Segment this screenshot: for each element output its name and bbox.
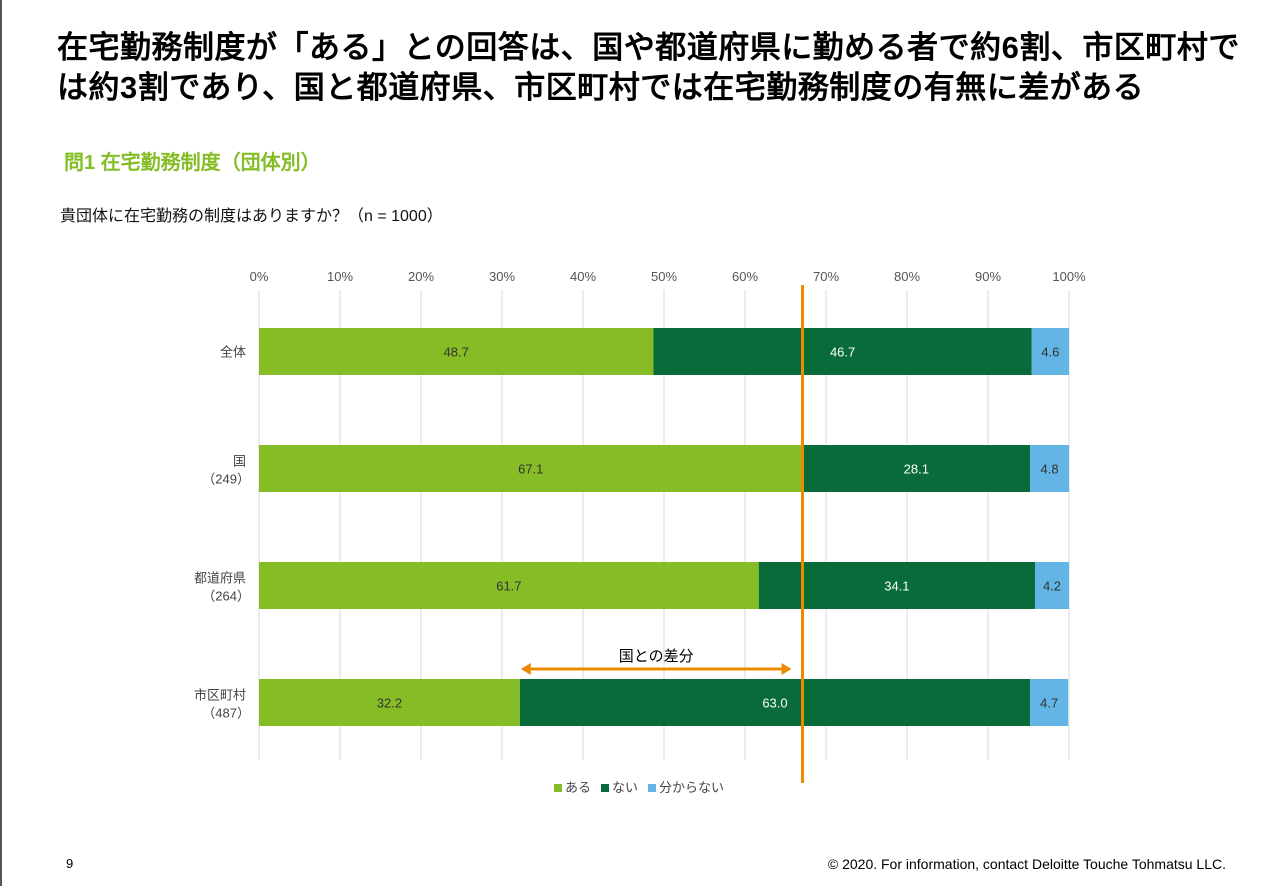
data-label: 32.2 — [377, 696, 402, 711]
bar-segment — [259, 679, 520, 726]
copyright: © 2020. For information, contact Deloitt… — [827, 856, 1226, 872]
category-n: （487） — [202, 706, 250, 721]
page-title: 在宅勤務制度が「ある」との回答は、国や都道府県に勤める者で約6割、市区町村では約… — [57, 30, 1240, 105]
bar-segment — [802, 445, 1031, 492]
legend-swatch — [554, 784, 562, 792]
x-tick-label: 70% — [813, 269, 839, 284]
category-n: （264） — [202, 589, 250, 604]
bar-segment — [653, 328, 1032, 375]
arrowhead-left-icon — [520, 663, 531, 675]
bar-segment — [1030, 679, 1069, 726]
x-tick-label: 100% — [1052, 269, 1086, 284]
data-label: 46.7 — [830, 345, 855, 360]
bar-segment — [1034, 562, 1069, 609]
bar-segment — [1031, 328, 1069, 375]
category-label: 都道府県 — [194, 571, 246, 586]
bar-segment — [1030, 445, 1069, 492]
x-tick-label: 90% — [975, 269, 1001, 284]
x-tick-label: 0% — [250, 269, 269, 284]
bar-segment — [519, 679, 1031, 726]
legend-swatch — [601, 784, 609, 792]
data-label: 67.1 — [518, 462, 543, 477]
annotation-label: 国との差分 — [619, 648, 694, 665]
category-label: 全体 — [220, 345, 246, 360]
bar-segment — [259, 328, 654, 375]
x-tick-label: 50% — [651, 269, 677, 284]
x-tick-label: 40% — [570, 269, 596, 284]
left-border — [0, 0, 2, 886]
survey-question: 貴団体に在宅勤務の制度はありますか？（n = 1000） — [60, 208, 443, 225]
arrowhead-right-icon — [781, 663, 792, 675]
category-n: （249） — [202, 472, 250, 487]
data-label: 4.2 — [1043, 579, 1061, 594]
data-label: 63.0 — [762, 696, 787, 711]
data-label: 48.7 — [444, 345, 469, 360]
legend-label: ない — [612, 780, 638, 795]
data-label: 4.8 — [1041, 462, 1059, 477]
category-label: 市区町村 — [194, 688, 246, 703]
bar-segment — [259, 445, 803, 492]
x-tick-label: 80% — [894, 269, 920, 284]
category-label: 国 — [233, 454, 246, 469]
x-tick-label: 60% — [732, 269, 758, 284]
x-tick-label: 20% — [408, 269, 434, 284]
data-label: 4.6 — [1041, 345, 1059, 360]
data-label: 61.7 — [496, 579, 521, 594]
x-tick-label: 30% — [489, 269, 515, 284]
legend-label: ある — [565, 780, 591, 795]
page-number: 9 — [66, 856, 74, 871]
legend-swatch — [648, 784, 656, 792]
x-tick-label: 10% — [327, 269, 353, 284]
bar-segment — [259, 562, 759, 609]
data-label: 4.7 — [1040, 696, 1058, 711]
data-label: 34.1 — [884, 579, 909, 594]
data-label: 28.1 — [904, 462, 929, 477]
legend-label: 分からない — [659, 780, 724, 795]
chart-subtitle: 問1 在宅勤務制度（団体別） — [64, 152, 321, 174]
bar-segment — [758, 562, 1035, 609]
